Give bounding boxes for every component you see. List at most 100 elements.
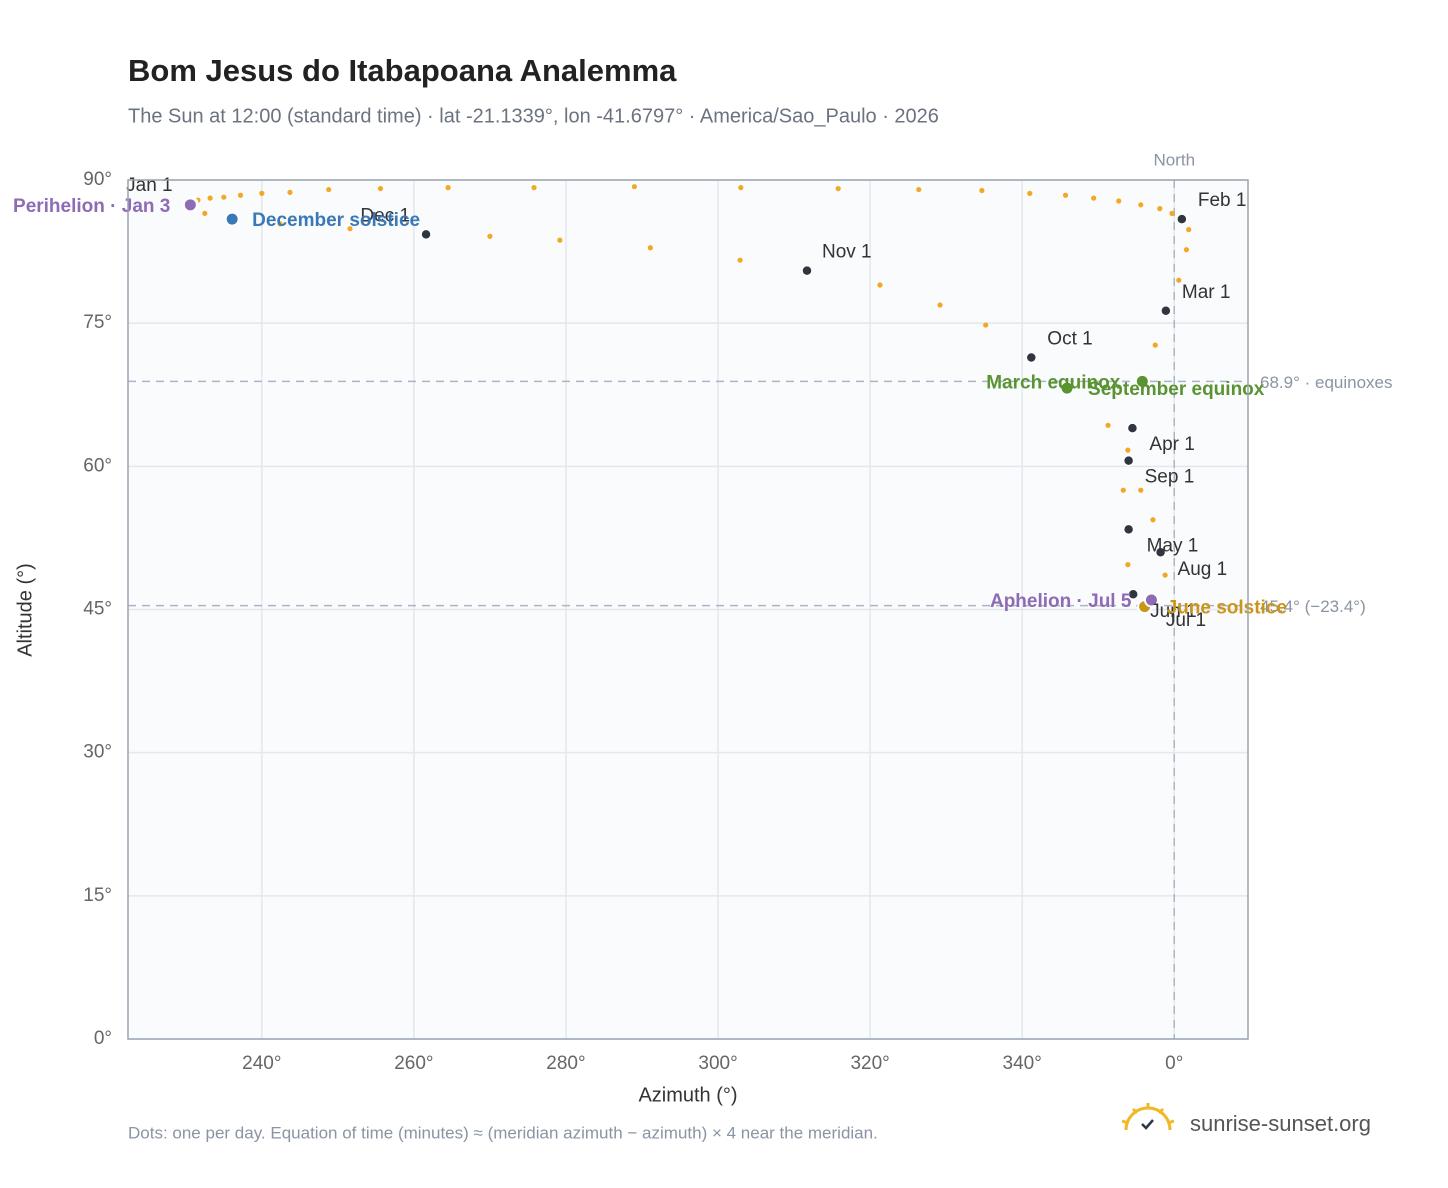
event-marker: [1134, 373, 1150, 389]
day-dot: [1105, 422, 1111, 428]
month-marker: [1176, 213, 1188, 225]
day-dot: [1120, 487, 1126, 493]
day-dot: [259, 190, 265, 196]
day-dot: [557, 237, 563, 243]
day-dot: [877, 282, 883, 288]
y-tick-label: 15°: [83, 885, 112, 906]
day-dot: [1152, 342, 1158, 348]
x-tick-label: 280°: [546, 1053, 585, 1074]
day-dot: [983, 322, 989, 328]
month-label: Jun 1: [1150, 601, 1196, 622]
month-marker: [1122, 523, 1135, 536]
month-label: Dec 1: [360, 205, 410, 226]
day-dot: [1150, 517, 1156, 523]
event-label: September equinox: [1088, 379, 1265, 400]
event-label: December solstice: [252, 210, 420, 231]
day-dot: [737, 257, 743, 263]
month-marker: [420, 228, 432, 241]
month-label: Aug 1: [1178, 559, 1228, 580]
brand-name: sunrise-sunset.org: [1190, 1111, 1371, 1136]
y-tick-label: 30°: [83, 742, 112, 763]
month-marker: [1160, 305, 1172, 317]
event-marker: [1059, 380, 1075, 396]
day-dot: [1116, 198, 1122, 204]
month-label: Nov 1: [822, 242, 872, 263]
day-dot: [1062, 192, 1069, 198]
day-dot: [221, 194, 227, 200]
y-axis-label: Altitude (°): [14, 563, 36, 657]
day-dot: [347, 226, 353, 232]
month-marker: [801, 264, 813, 277]
month-label: Jul 1: [1166, 610, 1206, 631]
reference-label: 68.9° · equinoxes: [1260, 373, 1393, 392]
footnote: Dots: one per day. Equation of time (min…: [128, 1123, 878, 1142]
x-axis-label: Azimuth (°): [638, 1084, 737, 1106]
day-dot: [1157, 206, 1163, 212]
x-tick-label: 260°: [394, 1053, 433, 1074]
chart-title: Bom Jesus do Itabapoana Analemma: [128, 53, 677, 88]
month-label: Sep 1: [1145, 467, 1195, 488]
chart-subtitle: The Sun at 12:00 (standard time) · lat -…: [128, 105, 939, 127]
month-marker: [1127, 588, 1139, 600]
day-dot: [326, 186, 332, 193]
month-label: Apr 1: [1149, 434, 1194, 455]
month-label: May 1: [1147, 535, 1199, 556]
day-dot: [207, 195, 213, 201]
month-marker: [1154, 546, 1167, 558]
day-dot: [445, 185, 451, 191]
day-dot: [237, 192, 244, 198]
day-dot: [1138, 202, 1144, 208]
day-dot: [531, 185, 537, 191]
event-label: Perihelion · Jan 3: [13, 196, 170, 217]
month-label: Mar 1: [1182, 282, 1231, 303]
day-dot: [277, 221, 283, 227]
reference-label: 45.4° (−23.4°): [1260, 597, 1366, 616]
x-tick-label: 320°: [850, 1053, 889, 1074]
reference-label: North: [1153, 150, 1195, 169]
month-label: Jan 1: [126, 175, 172, 196]
day-dot: [738, 185, 744, 191]
day-dot: [1027, 190, 1033, 196]
day-dot: [979, 187, 985, 194]
day-dot: [937, 302, 943, 308]
y-tick-label: 60°: [83, 455, 112, 476]
day-dot: [202, 210, 208, 217]
event-marker: [1143, 592, 1159, 608]
brand-logo: [1121, 1103, 1175, 1131]
event-label: Aphelion · Jul 5: [990, 591, 1132, 612]
month-label: Feb 1: [1198, 190, 1247, 211]
y-tick-label: 90°: [83, 169, 112, 190]
x-tick-label: 300°: [698, 1053, 737, 1074]
plot-frame: [127, 179, 1249, 1040]
day-dot: [1176, 277, 1182, 283]
y-tick-label: 75°: [83, 312, 112, 333]
month-marker: [1126, 422, 1139, 434]
month-label: Oct 1: [1047, 329, 1092, 350]
x-tick-label: 340°: [1003, 1053, 1042, 1074]
day-dot: [1186, 227, 1192, 233]
y-tick-label: 45°: [83, 599, 112, 620]
day-dot: [647, 245, 653, 251]
day-dot: [916, 186, 922, 193]
day-dot: [1091, 195, 1097, 201]
x-tick-label: 0°: [1165, 1053, 1183, 1074]
month-marker: [1122, 454, 1135, 467]
day-dot: [1138, 487, 1144, 493]
day-dot: [287, 189, 293, 196]
day-dot: [1169, 210, 1175, 217]
event-marker: [224, 211, 240, 227]
event-label: June solstice: [1167, 598, 1287, 619]
y-tick-label: 0°: [94, 1028, 112, 1049]
day-dot: [377, 185, 384, 192]
day-dot: [1125, 447, 1131, 453]
day-dot: [1183, 247, 1190, 253]
day-dot: [1125, 562, 1131, 568]
event-label: March equinox: [986, 372, 1121, 393]
day-dot: [487, 233, 493, 239]
event-marker: [182, 197, 198, 213]
x-tick-label: 240°: [242, 1053, 281, 1074]
day-dot: [835, 185, 841, 192]
day-dot: [631, 184, 637, 190]
day-dot: [1162, 572, 1168, 578]
